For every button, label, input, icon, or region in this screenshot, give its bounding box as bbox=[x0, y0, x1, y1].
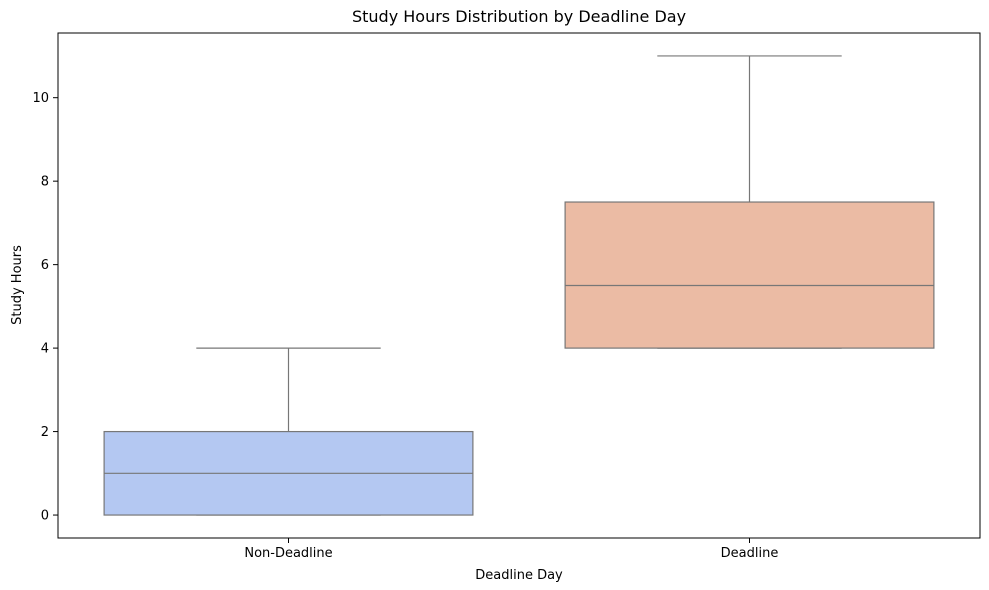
x-tick-label: Non-Deadline bbox=[244, 546, 332, 561]
plot-frame bbox=[57, 32, 981, 539]
y-axis: 0 2 4 6 8 10 bbox=[32, 91, 58, 524]
iqr-box bbox=[564, 201, 935, 349]
box-deadline bbox=[564, 55, 935, 349]
y-tick-label: 8 bbox=[41, 175, 49, 190]
y-axis-title: Study Hours bbox=[10, 245, 25, 325]
x-tick-label: Deadline bbox=[721, 546, 779, 561]
x-axis-title: Deadline Day bbox=[475, 568, 563, 583]
y-tick-label: 0 bbox=[41, 509, 49, 524]
box-non-deadline bbox=[103, 347, 474, 516]
y-tick-label: 6 bbox=[41, 258, 49, 273]
y-tick-label: 10 bbox=[32, 91, 49, 106]
plot-area bbox=[103, 55, 935, 516]
y-tick-label: 4 bbox=[41, 342, 49, 357]
x-axis: Non-Deadline Deadline bbox=[244, 538, 778, 561]
chart-title: Study Hours Distribution by Deadline Day bbox=[352, 7, 686, 26]
y-tick-label: 2 bbox=[41, 425, 49, 440]
